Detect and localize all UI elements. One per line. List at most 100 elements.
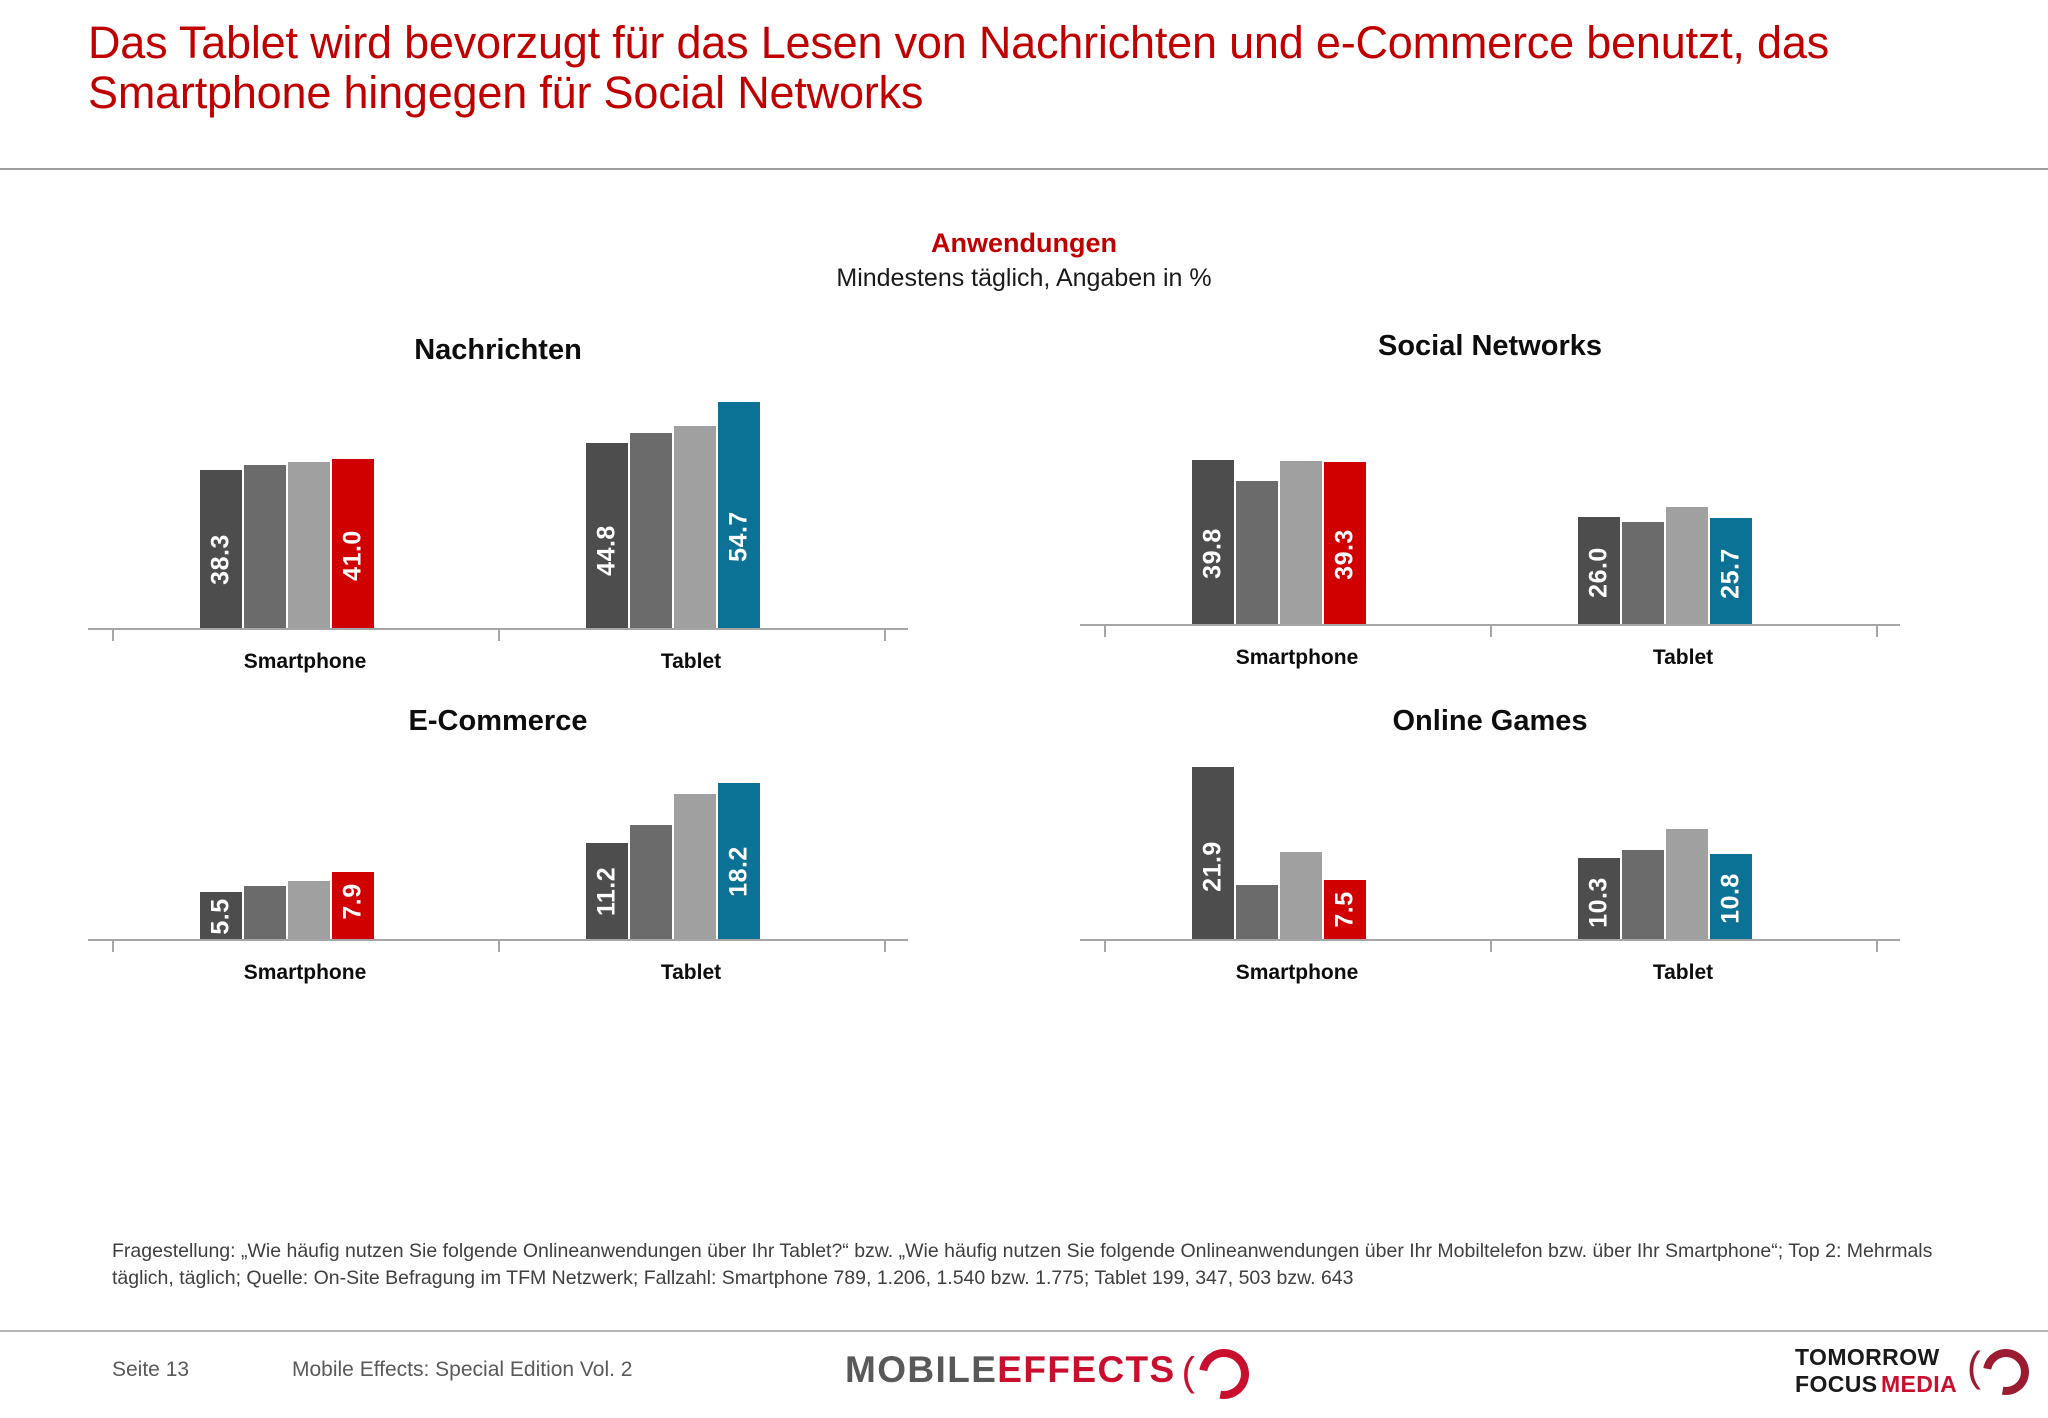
x-axis-tick <box>1876 941 1878 952</box>
mobile-effects-logo: MOBILE EFFECTS ( <box>845 1339 1259 1409</box>
group-label-tablet: Tablet <box>1652 646 1714 669</box>
x-axis-tick <box>884 630 886 641</box>
bar-tablet-series3 <box>674 426 716 628</box>
chart-block-heading: Anwendungen <box>931 228 1117 258</box>
bar-smartphone-series1: 21.9 <box>1192 767 1234 939</box>
bar-smartphone-series2 <box>244 886 286 939</box>
chart-nachrichten: Nachrichten 38.3 41.0 44.8 54.7 Smartphone Tab… <box>88 320 908 673</box>
x-axis-tick <box>1876 626 1878 637</box>
tfm-logo-line2a: FOCUS <box>1795 1371 1878 1397</box>
slide-header: Das Tablet wird bevorzugt für das Lesen … <box>0 0 2048 170</box>
bar-tablet-series2 <box>1622 521 1664 624</box>
x-axis-line <box>88 628 908 630</box>
bar-value-label: 5.5 <box>206 898 235 935</box>
bar-tablet-series4: 18.2 <box>718 783 760 939</box>
bar-value-label: 18.2 <box>724 846 753 897</box>
bar-smartphone-series3 <box>1280 461 1322 624</box>
bar-tablet-series2 <box>630 432 672 628</box>
deck-name: Mobile Effects: Special Edition Vol. 2 <box>292 1358 633 1381</box>
bar-value-label: 26.0 <box>1584 547 1613 599</box>
chart-title: E-Commerce <box>408 705 588 737</box>
bar-value-label: 25.7 <box>1716 548 1745 599</box>
title-divider <box>0 168 2048 170</box>
bar-tablet-series4: 25.7 <box>1710 517 1752 624</box>
tfm-logo-line1: TOMORROW <box>1795 1344 1940 1370</box>
bar-tablet-series3 <box>1666 507 1708 624</box>
crescent-icon <box>1973 1339 2039 1405</box>
group-label-smartphone: Smartphone <box>1235 646 1359 669</box>
bar-tablet-series1: 26.0 <box>1578 516 1620 624</box>
chart-e-commerce: E-Commerce 5.5 7.9 11.2 18.2 Smartphone Tablet <box>88 695 908 1025</box>
bar-tablet-series4: 10.8 <box>1710 854 1752 939</box>
bar-smartphone-series4: 7.9 <box>332 871 374 939</box>
group-label-smartphone: Smartphone <box>1235 961 1359 984</box>
plot-area: 38.3 41.0 44.8 54.7 <box>88 380 908 641</box>
source-note: Fragestellung: „Wie häufig nutzen Sie fo… <box>112 1240 1933 1289</box>
bar-tablet-series1: 44.8 <box>586 442 628 628</box>
bar-smartphone-series3 <box>288 880 330 939</box>
x-axis-tick <box>884 941 886 952</box>
x-axis-tick <box>112 941 114 952</box>
chart-block-header: Anwendungen Mindestens täglich, Angaben … <box>0 228 2048 295</box>
plot-area: 21.9 7.5 10.3 10.8 <box>1080 751 1900 952</box>
bar-smartphone-series2 <box>244 465 286 628</box>
x-axis-tick <box>498 630 500 641</box>
x-axis-tick <box>1490 626 1492 637</box>
x-axis-line <box>1080 624 1900 626</box>
bar-smartphone-series4: 41.0 <box>332 458 374 628</box>
bar-smartphone-series3 <box>1280 852 1322 939</box>
x-axis-line <box>1080 939 1900 941</box>
chart-title: Online Games <box>1392 705 1588 737</box>
tfm-mark-icon: ( <box>1967 1339 2039 1405</box>
bar-value-label: 10.3 <box>1584 877 1613 929</box>
chart-title: Nachrichten <box>414 334 582 366</box>
page-title: Das Tablet wird bevorzugt für das Lesen … <box>88 17 1829 119</box>
bar-value-label: 39.8 <box>1198 528 1227 579</box>
plot-area: 39.8 39.3 26.0 25.7 <box>1080 376 1900 637</box>
tomorrow-focus-media-logo: TOMORROW FOCUS MEDIA ( <box>1795 1339 2039 1405</box>
bar-value-label: 44.8 <box>592 525 621 576</box>
group-label-tablet: Tablet <box>660 961 722 984</box>
group-label-smartphone: Smartphone <box>243 650 367 673</box>
mobile-effects-logo-word2: EFFECTS <box>997 1349 1176 1390</box>
chart-title: Social Networks <box>1377 330 1603 362</box>
chart-online-games: Online Games 21.9 7.5 10.3 10.8 Smartphone Tab… <box>1080 695 1900 1025</box>
x-axis-line <box>88 939 908 941</box>
bar-value-label: 41.0 <box>338 530 367 582</box>
chart-block-subheading: Mindestens täglich, Angaben in % <box>836 264 1212 293</box>
paren-glyph-icon: ( <box>1967 1343 1981 1390</box>
bar-value-label: 7.9 <box>338 883 367 920</box>
footer-divider <box>0 1330 2048 1332</box>
bar-tablet-series1: 10.3 <box>1578 858 1620 939</box>
bar-smartphone-series1: 5.5 <box>200 892 242 939</box>
bar-value-label: 10.8 <box>1716 873 1745 925</box>
group-label-tablet: Tablet <box>1652 961 1714 984</box>
slide-footer: Seite 13 Mobile Effects: Special Edition… <box>0 1330 2048 1418</box>
tfm-logo-line2b: MEDIA <box>1881 1371 1958 1397</box>
mobile-effects-mark-icon: ( <box>1181 1339 1259 1409</box>
crescent-icon <box>1188 1339 1259 1409</box>
x-axis-tick <box>112 630 114 641</box>
x-axis-tick <box>1104 941 1106 952</box>
bar-tablet-series1: 11.2 <box>586 843 628 939</box>
group-label-tablet: Tablet <box>660 650 722 673</box>
bar-tablet-series4: 54.7 <box>718 401 760 628</box>
group-label-smartphone: Smartphone <box>243 961 367 984</box>
bar-value-label: 11.2 <box>592 867 621 917</box>
bar-value-label: 54.7 <box>724 511 753 562</box>
x-axis-tick <box>498 941 500 952</box>
x-axis-tick <box>1104 626 1106 637</box>
bar-smartphone-series4: 7.5 <box>1324 880 1366 939</box>
paren-glyph-icon: ( <box>1181 1350 1195 1394</box>
bar-smartphone-series4: 39.3 <box>1324 461 1366 624</box>
bar-tablet-series3 <box>1666 828 1708 939</box>
bar-smartphone-series2 <box>1236 884 1278 939</box>
x-axis-tick <box>1490 941 1492 952</box>
bar-value-label: 38.3 <box>206 534 235 586</box>
bar-tablet-series2 <box>1622 850 1664 939</box>
bar-value-label: 21.9 <box>1198 840 1227 892</box>
bar-smartphone-series3 <box>288 461 330 628</box>
charts-grid: Nachrichten 38.3 41.0 44.8 54.7 Smartphone Tab… <box>0 320 2048 1230</box>
bar-tablet-series2 <box>630 825 672 939</box>
mobile-effects-logo-word1: MOBILE <box>845 1349 998 1390</box>
